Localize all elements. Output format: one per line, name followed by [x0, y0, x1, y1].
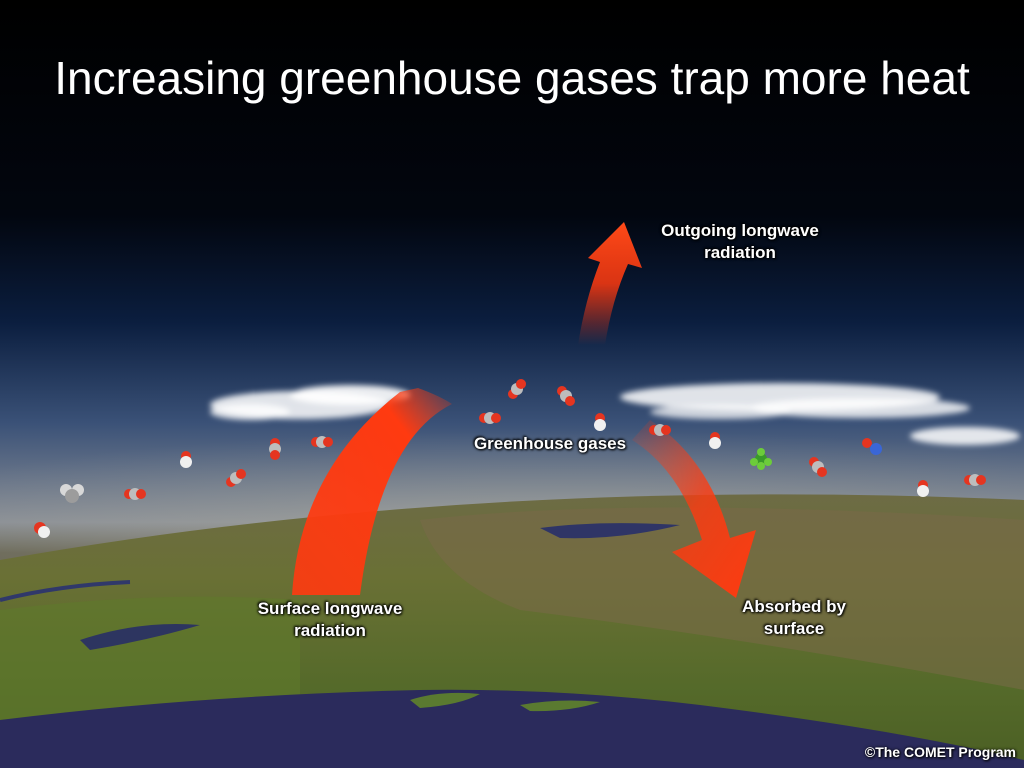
label-absorbed-by-surface: Absorbed by surface	[694, 596, 894, 640]
molecule	[34, 522, 50, 538]
label-line: Outgoing longwave	[661, 221, 819, 240]
molecule	[508, 379, 526, 399]
label-outgoing-radiation: Outgoing longwave radiation	[640, 220, 840, 264]
molecule	[226, 469, 246, 487]
terrain-patch-green	[0, 596, 300, 720]
molecules	[34, 379, 986, 538]
molecule	[809, 457, 827, 477]
molecule	[594, 413, 606, 431]
absorbed-radiation-arrow	[632, 420, 756, 598]
label-line: surface	[763, 619, 825, 638]
lake	[540, 523, 680, 539]
river	[0, 580, 131, 602]
lake	[80, 624, 200, 650]
molecule	[964, 474, 986, 486]
molecule	[479, 412, 501, 424]
label-line: Absorbed by	[742, 597, 846, 616]
label-line: radiation	[294, 621, 366, 640]
terrain-patch	[420, 507, 1024, 690]
surface-radiation-arrow	[292, 388, 452, 595]
molecule	[557, 386, 575, 406]
label-surface-radiation: Surface longwave radiation	[230, 598, 430, 642]
molecule	[180, 451, 192, 468]
island	[410, 692, 480, 708]
molecule	[124, 488, 146, 500]
molecule	[60, 484, 84, 503]
molecule	[649, 424, 671, 436]
molecule	[917, 480, 929, 497]
molecule-blue	[862, 438, 882, 455]
label-line: radiation	[704, 243, 776, 262]
molecule-green	[750, 448, 772, 470]
label-line: Surface longwave	[257, 599, 403, 618]
molecule	[311, 436, 333, 448]
clouds	[210, 383, 1020, 445]
outgoing-radiation-arrow	[578, 222, 642, 345]
molecule	[269, 438, 281, 460]
island	[520, 700, 600, 712]
molecule	[709, 432, 721, 449]
ocean	[0, 689, 1024, 768]
copyright-credit: ©The COMET Program	[864, 744, 1016, 760]
slide-title: Increasing greenhouse gases trap more he…	[54, 52, 970, 104]
label-greenhouse-gases: Greenhouse gases	[473, 434, 627, 453]
